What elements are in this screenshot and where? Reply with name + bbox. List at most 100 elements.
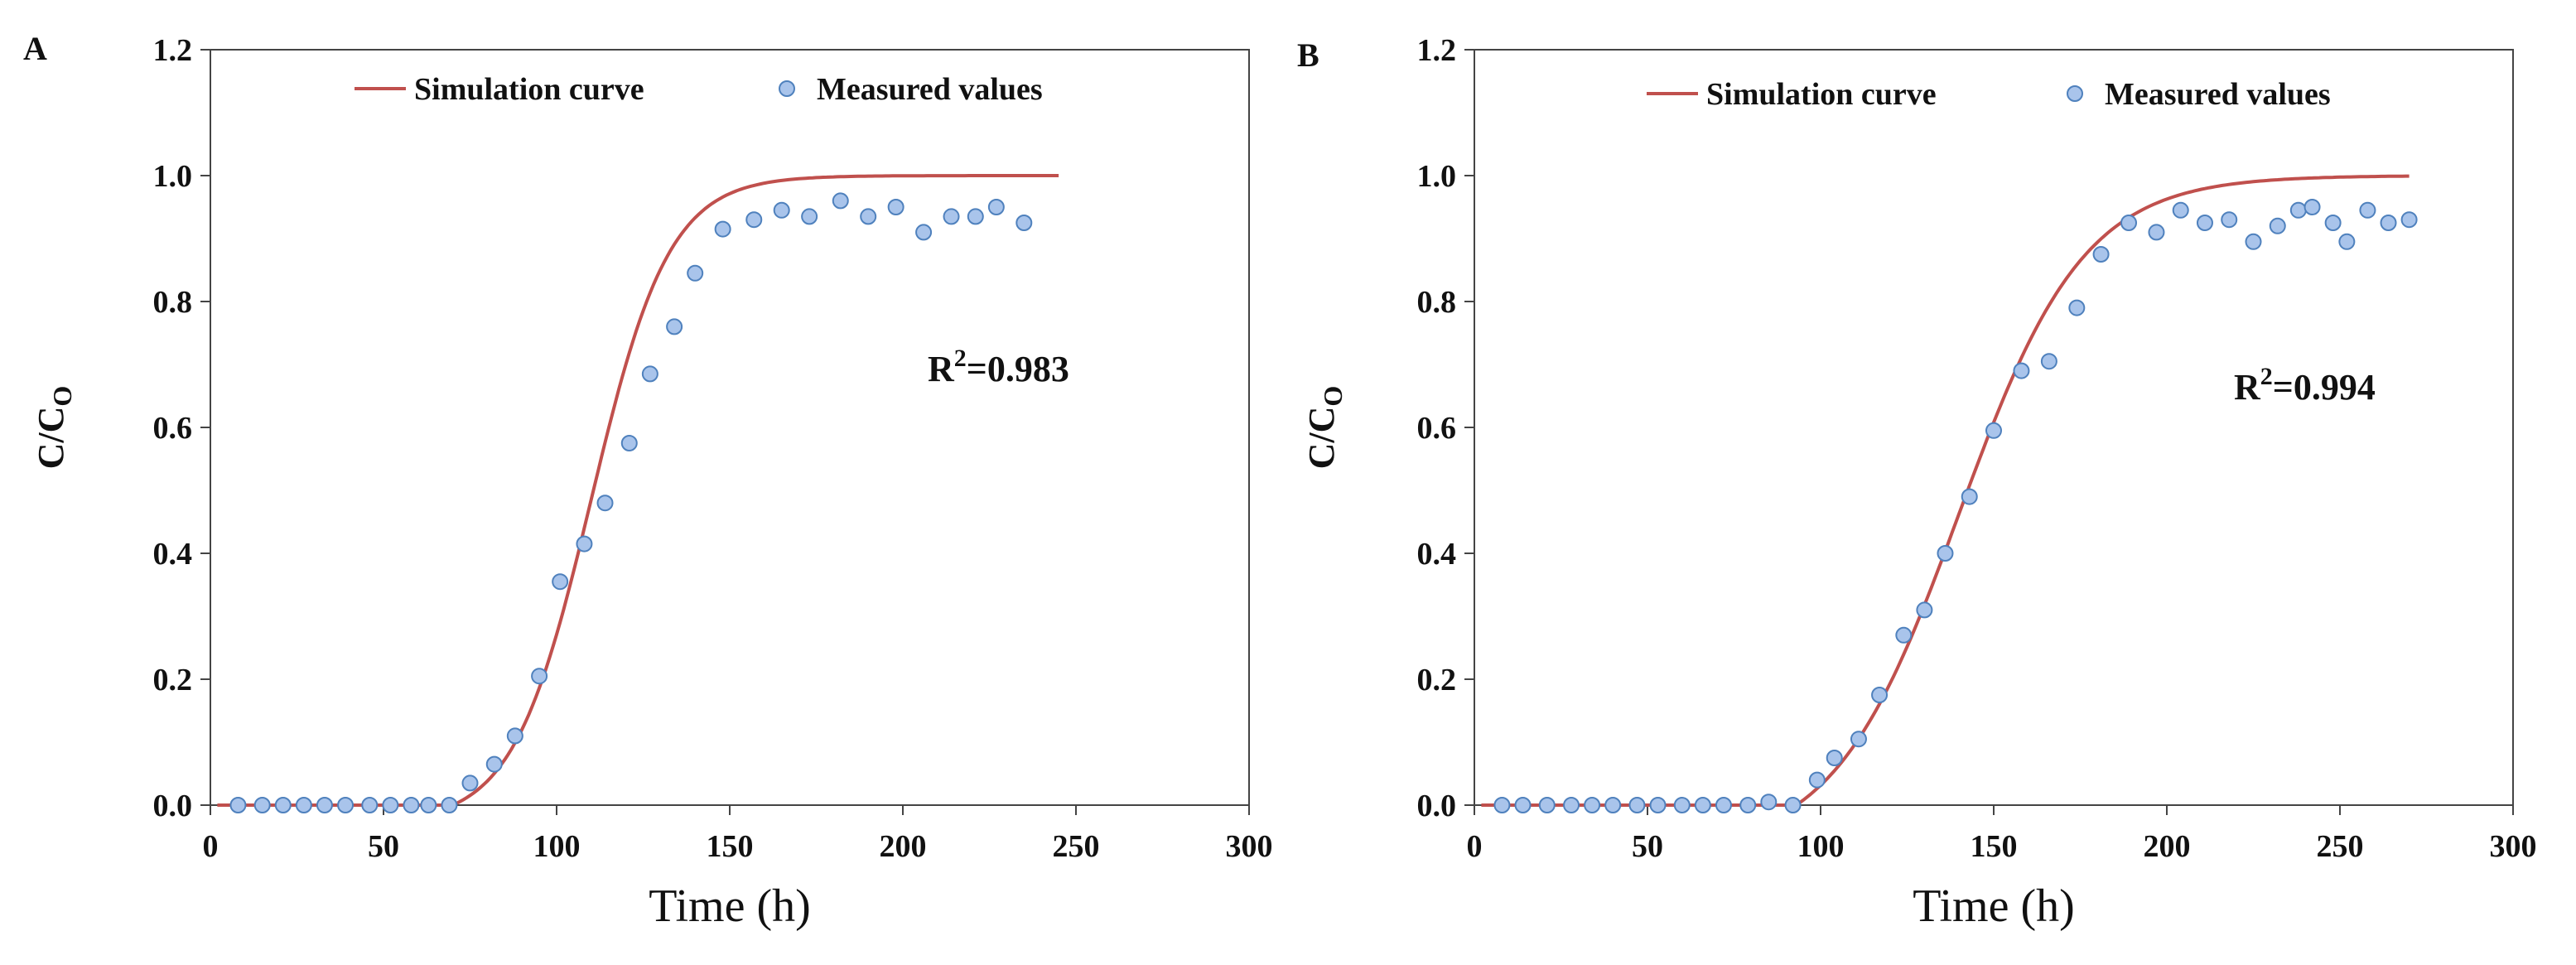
x-tick-label: 100 <box>533 829 581 864</box>
x-axis-title: Time (h) <box>649 881 811 932</box>
y-axis-title-subscript: O <box>1318 386 1348 407</box>
legend-marker-swatch <box>2067 85 2083 102</box>
measured-point <box>745 211 763 229</box>
measured-point <box>2068 299 2086 316</box>
x-tick-label: 50 <box>1632 829 1663 864</box>
x-tick-label: 100 <box>1797 829 1845 864</box>
y-tick-label: 0.0 <box>1417 789 1457 823</box>
measured-point <box>253 797 271 813</box>
panel-a: 0.0 0.2 0.4 0.6 0.8 1.0 1.2 0 50 100 150 200 250 300 T… <box>23 30 1273 932</box>
panel-b: 0.0 0.2 0.4 0.6 0.8 1.0 1.2 0 50 100 150 200 250 300 T… <box>1297 33 2537 932</box>
measured-point <box>832 192 849 210</box>
measured-point <box>1015 215 1033 231</box>
r-squared-base: R <box>928 349 955 389</box>
x-tick-label: 300 <box>2490 829 2537 864</box>
r-squared-superscript: 2 <box>954 345 967 372</box>
panel-label: B <box>1297 36 1319 74</box>
measured-point <box>2040 353 2057 370</box>
measured-point <box>2221 211 2238 229</box>
simulation-curve <box>217 174 1059 807</box>
y-tick-label: 0.6 <box>1417 411 1457 446</box>
measured-point <box>1715 797 1732 813</box>
panel-label: A <box>23 30 47 67</box>
y-axis-title: C/CO <box>1301 386 1348 470</box>
y-tick-label: 1.2 <box>1417 33 1457 68</box>
measured-point <box>2400 211 2418 229</box>
measured-point <box>441 797 458 813</box>
legend-label-measured: Measured values <box>817 72 1043 107</box>
measured-point <box>1826 750 1843 766</box>
measured-point <box>641 365 658 383</box>
measured-point <box>1493 797 1511 813</box>
measured-point <box>461 774 479 792</box>
measured-point <box>1916 601 1933 619</box>
measured-point <box>1673 797 1691 813</box>
y-tick-label: 0.2 <box>153 663 193 697</box>
measured-point <box>506 727 523 745</box>
measured-point <box>403 797 420 813</box>
measured-point <box>552 573 569 591</box>
measured-point <box>1563 797 1580 813</box>
r-squared-annotation: R2=0.983 <box>928 345 1069 389</box>
measured-point <box>1538 797 1556 813</box>
measured-point <box>337 797 355 813</box>
measured-point <box>1649 797 1667 813</box>
measured-point <box>887 199 904 215</box>
measured-point <box>1694 797 1711 813</box>
y-tick-label: 0.6 <box>153 411 193 446</box>
x-tick-label: 150 <box>707 829 754 864</box>
measured-point <box>1895 626 1913 644</box>
y-tick-label: 0.2 <box>1417 663 1457 697</box>
measured-point <box>485 755 503 773</box>
y-axis-title-main: C/C <box>31 407 71 470</box>
y-tick-label: 0.8 <box>153 285 193 320</box>
measured-point <box>2092 246 2110 263</box>
measured-point <box>1739 797 1757 813</box>
measured-point <box>1514 797 1532 813</box>
measured-point <box>987 199 1005 215</box>
measured-point <box>801 208 818 225</box>
measured-point <box>2196 215 2213 231</box>
measured-point <box>1937 545 1954 562</box>
y-tick-label: 1.0 <box>153 159 193 194</box>
measured-point <box>2120 215 2138 231</box>
measured-point <box>620 435 638 451</box>
x-tick-label: 50 <box>368 829 399 864</box>
x-tick-label: 150 <box>1971 829 2018 864</box>
measured-point <box>316 797 333 813</box>
measured-point <box>420 797 437 813</box>
measured-point <box>943 208 960 225</box>
measured-point <box>2148 224 2165 241</box>
measured-point <box>915 224 933 241</box>
legend-label-simulation: Simulation curve <box>414 72 644 107</box>
measured-point <box>2303 199 2321 215</box>
measured-point <box>1584 797 1601 813</box>
measured-point <box>2013 362 2030 379</box>
x-tick-label: 300 <box>1226 829 1273 864</box>
x-tick-label: 200 <box>2144 829 2191 864</box>
measured-point <box>1985 422 2002 439</box>
x-tick-label: 0 <box>1467 829 1483 864</box>
measured-point <box>2245 233 2262 250</box>
measured-point <box>2380 215 2397 231</box>
r-squared-value: =0.994 <box>2273 367 2376 408</box>
measured-point <box>714 220 731 238</box>
measured-point <box>361 797 379 813</box>
measured-point <box>2338 233 2356 250</box>
simulation-curve <box>1481 174 2410 807</box>
measured-point <box>382 797 399 813</box>
measured-point <box>2172 201 2189 219</box>
legend-label-measured: Measured values <box>2105 77 2331 112</box>
measured-point <box>1961 488 1978 505</box>
measured-point <box>2359 201 2376 219</box>
measured-point <box>229 797 247 813</box>
measured-point <box>860 208 877 225</box>
x-axis-title: Time (h) <box>1913 881 2075 932</box>
y-tick-label: 0.8 <box>1417 285 1457 320</box>
y-axis-title: C/CO <box>31 386 77 470</box>
measured-point <box>576 535 593 552</box>
measured-point <box>2324 215 2342 231</box>
r-squared-superscript: 2 <box>2260 363 2273 390</box>
y-tick-label: 1.0 <box>1417 159 1457 194</box>
measured-point <box>531 668 548 685</box>
